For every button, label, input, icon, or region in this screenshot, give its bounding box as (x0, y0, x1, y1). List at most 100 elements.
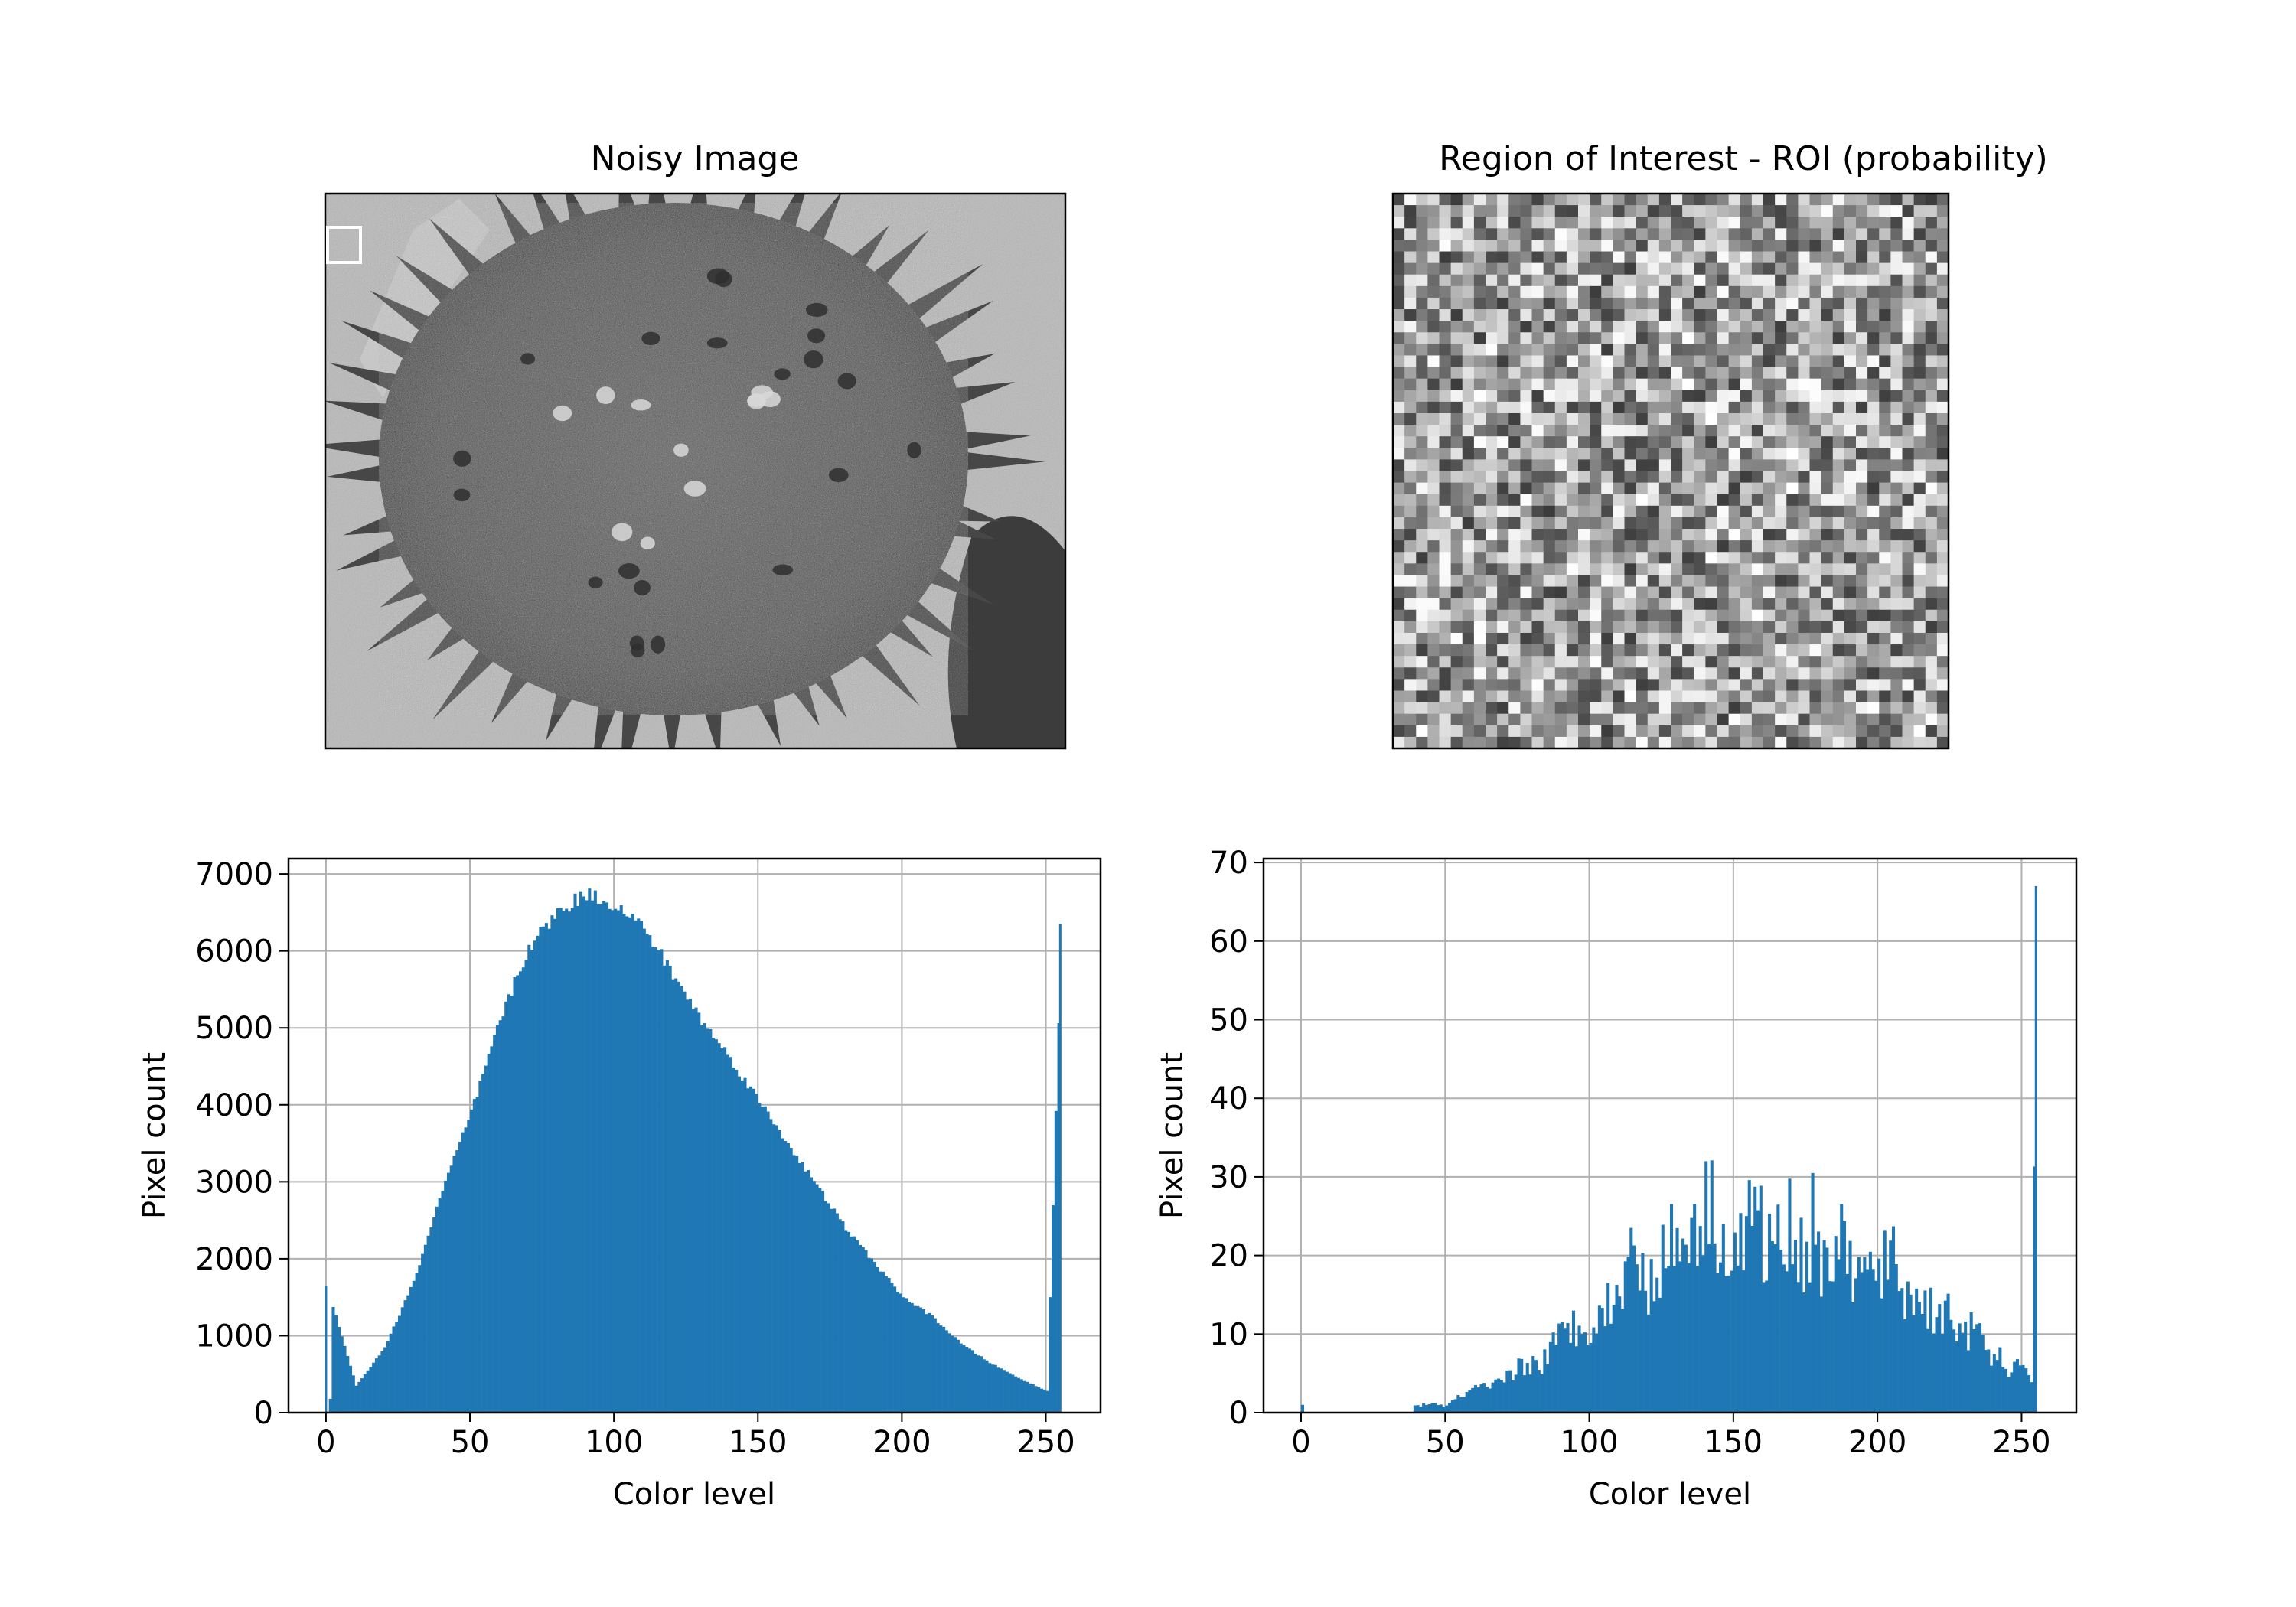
roi-pixel (1832, 736, 1845, 749)
roi-pixel (1936, 494, 1949, 507)
roi-pixel (1531, 262, 1544, 275)
roi-pixel (1936, 448, 1949, 460)
histogram-bar (781, 1138, 784, 1413)
roi-pixel (1508, 194, 1521, 206)
roi-pixel (1694, 656, 1706, 668)
roi-pixel (1427, 563, 1440, 576)
y-tick-label: 50 (1209, 1003, 1248, 1038)
histogram-bar (1502, 1382, 1506, 1413)
roi-pixel (1439, 321, 1452, 333)
roi-pixel (1613, 494, 1626, 507)
roi-pixel (1682, 459, 1694, 472)
roi-pixel (1775, 367, 1787, 380)
roi-pixel (1809, 205, 1822, 217)
roi-pixel (1798, 436, 1811, 448)
roi-pixel (1890, 194, 1903, 206)
roi-pixel (1786, 321, 1799, 333)
roi-pixel (1821, 228, 1834, 241)
roi-pixel (1486, 494, 1498, 507)
roi-pixel (1636, 667, 1649, 680)
roi-pixel (1925, 205, 1938, 217)
roi-pixel (1508, 378, 1521, 391)
roi-pixel (1775, 459, 1787, 472)
roi-pixel (1508, 552, 1521, 564)
pollen-spike (327, 463, 392, 484)
roi-pixel (1543, 644, 1556, 657)
roi-pixel (1902, 401, 1915, 414)
roi-pixel (1832, 309, 1845, 321)
roi-panel: Region of Interest - ROI (probability) (1391, 139, 2048, 750)
histogram-bar (936, 1323, 940, 1413)
roi-pixel (1913, 285, 1926, 298)
roi-pixel (1728, 425, 1741, 437)
roi-pixel (1786, 194, 1799, 206)
roi-pixel (1647, 563, 1660, 576)
roi-pixel (1636, 344, 1649, 357)
roi-pixel (1844, 505, 1857, 518)
roi-pixel (1462, 321, 1475, 333)
roi-pixel (1856, 656, 1868, 668)
roi-pixel (1879, 367, 1891, 380)
roi-pixel (1844, 448, 1857, 460)
roi-pixel (1751, 344, 1764, 357)
roi-pixel (1844, 575, 1857, 588)
roi-pixel (1798, 598, 1811, 611)
roi-pixel (1902, 309, 1915, 321)
roi-pixel (1473, 656, 1486, 668)
roi-pixel (1636, 725, 1649, 738)
pollen-spike (921, 562, 994, 605)
histogram-bar (1857, 1257, 1861, 1413)
roi-pixel (1717, 448, 1730, 460)
roi-pixel (1554, 332, 1567, 344)
roi-pixel (1925, 552, 1938, 564)
roi-pixel (1393, 367, 1405, 380)
roi-pixel (1925, 598, 1938, 611)
histogram-bar (792, 1155, 796, 1413)
roi-pixel (1809, 240, 1822, 253)
roi-pixel (1520, 240, 1533, 253)
roi-pixel (1936, 702, 1949, 715)
histogram-bar (1028, 1383, 1032, 1413)
roi-pixel (1786, 517, 1799, 530)
roi-pixel (1879, 529, 1891, 541)
histogram-bar (1000, 1368, 1003, 1413)
roi-pixel (1913, 240, 1926, 253)
roi-pixel (1601, 425, 1613, 437)
histogram-bar (1891, 1226, 1896, 1413)
roi-pixel (1740, 540, 1753, 553)
roi-pixel (1590, 332, 1602, 344)
roi-pixel (1427, 679, 1440, 692)
roi-pixel (1497, 297, 1509, 310)
roi-pixel (1393, 412, 1405, 425)
roi-pixel (1497, 459, 1509, 472)
roi-pixel (1867, 552, 1880, 564)
roi-pixel (1531, 632, 1544, 645)
roi-pixel (1902, 552, 1915, 564)
roi-pixel (1913, 517, 1926, 530)
roi-pixel (1913, 262, 1926, 275)
roi-pixel (1450, 598, 1463, 611)
roi-pixel (1520, 459, 1533, 472)
roi-pixel (1427, 228, 1440, 241)
histogram-bar (1894, 1264, 1898, 1413)
roi-pixel (1404, 378, 1417, 391)
roi-pixel (1508, 621, 1521, 634)
roi-pixel (1613, 436, 1626, 448)
roi-pixel (1508, 309, 1521, 321)
roi-pixel (1543, 448, 1556, 460)
roi-pixel (1913, 713, 1926, 726)
roi-pixel (1416, 332, 1428, 344)
roi-pixel (1879, 471, 1891, 484)
histogram-bar (1534, 1360, 1538, 1413)
y-tick-label: 6000 (195, 934, 273, 970)
roi-pixel (1728, 563, 1741, 576)
roi-pixel (1705, 632, 1718, 645)
roi-pixel (1694, 251, 1706, 264)
roi-pixel (1601, 448, 1613, 460)
roi-pixel (1902, 448, 1915, 460)
roi-pixel (1393, 667, 1405, 680)
roi-pixel (1416, 540, 1428, 553)
roi-pixel (1578, 517, 1590, 530)
roi-pixel (1486, 436, 1498, 448)
histogram-bar (1966, 1350, 1970, 1413)
